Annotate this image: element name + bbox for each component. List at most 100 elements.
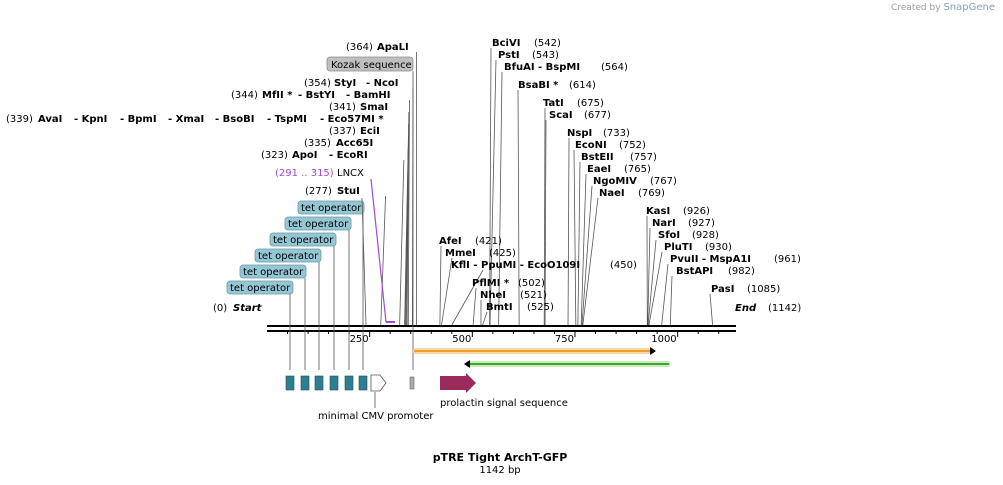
site-line-mid [441, 257, 453, 326]
site-line-right [647, 227, 651, 326]
site-avai: AvaI [38, 114, 62, 125]
site-bstapi-pos: (982) [728, 266, 755, 277]
kozak-label: Kozak sequence [331, 60, 412, 71]
site-afei-pos: (421) [475, 236, 502, 247]
tet-operator-box [254, 248, 322, 263]
kozak-box [326, 56, 414, 72]
site-line-mid [472, 287, 477, 326]
site-nari: NarI [652, 218, 676, 229]
prolactin-label: prolactin signal sequence [440, 398, 568, 409]
ruler-label: 250 [350, 334, 369, 345]
map-title: pTRE Tight ArchT-GFP [433, 451, 568, 464]
site-psti-pos: (543) [532, 50, 559, 61]
site-bcivi: BciVI [492, 38, 520, 49]
site-acc65i: Acc65I [336, 138, 373, 149]
kozak-feature: Kozak sequence [326, 56, 414, 72]
stui-leader [361, 197, 367, 326]
ruler-label: 500 [452, 334, 471, 345]
site-pasi: PasI [711, 284, 734, 295]
tet-block [358, 375, 368, 391]
site-sfoi: SfoI [658, 230, 680, 241]
site-eaei: EaeI [587, 164, 611, 175]
minimal-cmv-promoter-arrow [370, 374, 387, 392]
site-bfuai-pos: (564) [601, 62, 628, 73]
site-bstyi: - BstYI [298, 90, 335, 101]
site-bmti-pos: (525) [527, 302, 554, 313]
site-econi: EcoNI [575, 140, 607, 151]
site-line-right [573, 149, 577, 326]
site-kfli-pos: (450) [610, 260, 637, 271]
site-apali: ApaLI [377, 42, 409, 53]
brand-name: SnapGene [943, 2, 995, 13]
site-ngomiv: NgoMIV [593, 176, 637, 187]
site-pvuii: PvuII - MspA1I [670, 254, 751, 265]
orange-arrow-head [650, 347, 656, 355]
start-pos: (0) [213, 303, 227, 314]
site-bmti: BmtI [486, 302, 513, 313]
ruler-label: 750 [555, 334, 574, 345]
lncx-line [370, 178, 387, 323]
site-line-right [647, 239, 657, 326]
site-acc65i-pos: (335) [304, 138, 331, 149]
ruler: 250 500 750 1000 [287, 332, 720, 345]
site-pasi-pos: (1085) [747, 284, 780, 295]
site-bsteii: BstEII [581, 152, 614, 163]
site-pluti-pos: (930) [705, 242, 732, 253]
site-bfuai: BfuAI - BspMI [504, 62, 580, 73]
site-pluti: PluTI [664, 242, 692, 253]
site-bsabi: BsaBI * [518, 80, 559, 91]
site-line-right [577, 161, 581, 326]
site-kfli: KflI - PpuMI - EcoO109I [451, 260, 580, 271]
site-ngomiv-pos: (767) [650, 176, 677, 187]
site-mmei-pos: (425) [489, 248, 516, 259]
site-nari-pos: (927) [688, 218, 715, 229]
site-line-right [661, 263, 669, 326]
site-eaei-pos: (765) [624, 164, 651, 175]
site-line-right [709, 293, 713, 326]
green-arrow [464, 360, 670, 368]
backbone [267, 325, 736, 332]
left-enzyme-labels: (364) ApaLI (354) StyI - NcoI (344) MfII… [6, 42, 409, 197]
site-line-left [404, 147, 409, 326]
site-line-right [498, 71, 503, 326]
site-tati: TatI [543, 98, 564, 109]
site-nspi: NspI [567, 128, 592, 139]
site-line-left [380, 195, 386, 326]
site-pvuii-pos: (961) [774, 254, 801, 265]
site-ecii: EciI [360, 126, 380, 137]
right-enzyme-labels: BciVI (542) PstI (543) BfuAI - BspMI (56… [492, 38, 801, 295]
site-line-right [567, 137, 570, 326]
mid-enzyme-labels: AfeI (421) MmeI (425) KflI - PpuMI - Eco… [439, 236, 637, 313]
site-tati-pos: (675) [577, 98, 604, 109]
site-econi-pos: (752) [619, 140, 646, 151]
lncx-label: LNCX [337, 168, 364, 179]
tet-operator-label: tet operator [273, 235, 334, 246]
end-label: End [735, 303, 757, 314]
site-styi: StyI [334, 78, 356, 89]
site-stui-pos: (277) [305, 186, 332, 197]
tet-operators: tet operator tet operator tet operator tet … [226, 71, 414, 408]
tet-operator-box [226, 280, 294, 295]
site-stui: StuI [337, 186, 360, 197]
site-psti: PstI [498, 50, 520, 61]
tet-block [344, 375, 354, 391]
site-tspmi: - TspMI [267, 114, 307, 125]
ruler-label: 1000 [651, 334, 676, 345]
site-avai-pos: (339) [6, 114, 33, 125]
site-eco57mi: - Eco57MI * [320, 114, 384, 125]
kozak-block [409, 376, 415, 390]
site-line-right [489, 47, 492, 326]
site-kasi: KasI [646, 206, 670, 217]
site-line-right [544, 119, 547, 326]
site-bamhi: - BamHI [346, 90, 391, 101]
site-line-left [399, 159, 405, 326]
site-naei: NaeI [599, 188, 625, 199]
site-mfii-pos: (344) [231, 90, 258, 101]
site-apali-pos: (364) [346, 42, 373, 53]
site-line-right [669, 275, 673, 326]
site-line-right [543, 107, 546, 326]
site-bcivi-pos: (542) [534, 38, 561, 49]
site-line-mid [451, 269, 484, 326]
site-mfii: MfII * [262, 90, 293, 101]
site-pflmi: PflMI * [472, 278, 510, 289]
